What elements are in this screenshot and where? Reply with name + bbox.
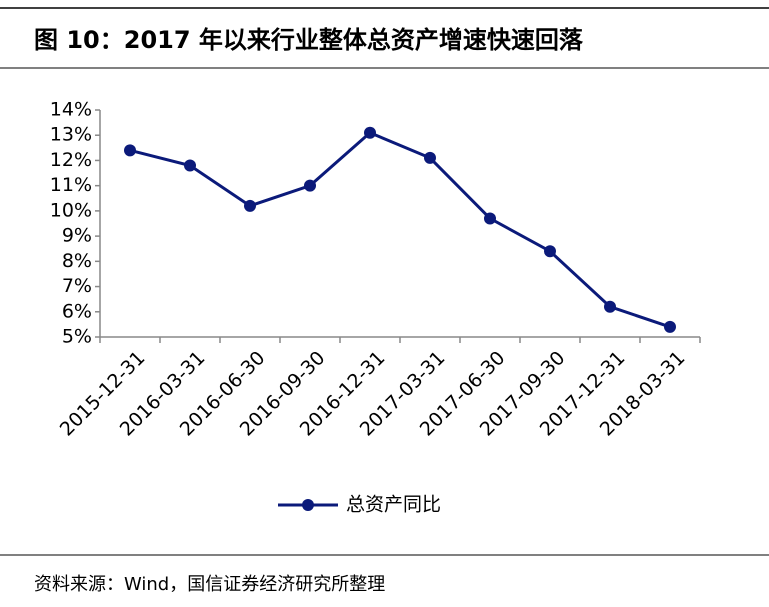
series-line — [129, 130, 671, 329]
point — [544, 245, 556, 258]
legend-label: 总资产同比 — [346, 494, 441, 516]
y-tick-label: 11% — [50, 174, 92, 196]
point — [424, 151, 436, 164]
y-tick-label: 7% — [62, 275, 92, 297]
y-tick-label: 6% — [62, 300, 92, 322]
point — [484, 212, 496, 225]
source-note: 资料来源：Wind，国信证券经济研究所整理 — [34, 574, 385, 595]
y-tick-label: 14% — [50, 99, 92, 121]
y-tick-label: 13% — [50, 124, 92, 146]
y-tick-label: 9% — [62, 225, 92, 247]
point — [664, 320, 676, 333]
point — [604, 300, 616, 313]
point — [184, 159, 196, 172]
point — [364, 126, 376, 139]
point — [244, 199, 256, 212]
y-tick-label: 8% — [62, 250, 92, 272]
y-tick-label: 10% — [50, 199, 92, 221]
legend-marker — [302, 499, 314, 511]
point — [124, 144, 136, 157]
y-tick-label: 5% — [62, 326, 92, 348]
point — [304, 179, 316, 192]
y-tick-label: 12% — [50, 149, 92, 171]
chart-title: 图 10：2017 年以来行业整体总资产增速快速回落 — [34, 26, 584, 54]
